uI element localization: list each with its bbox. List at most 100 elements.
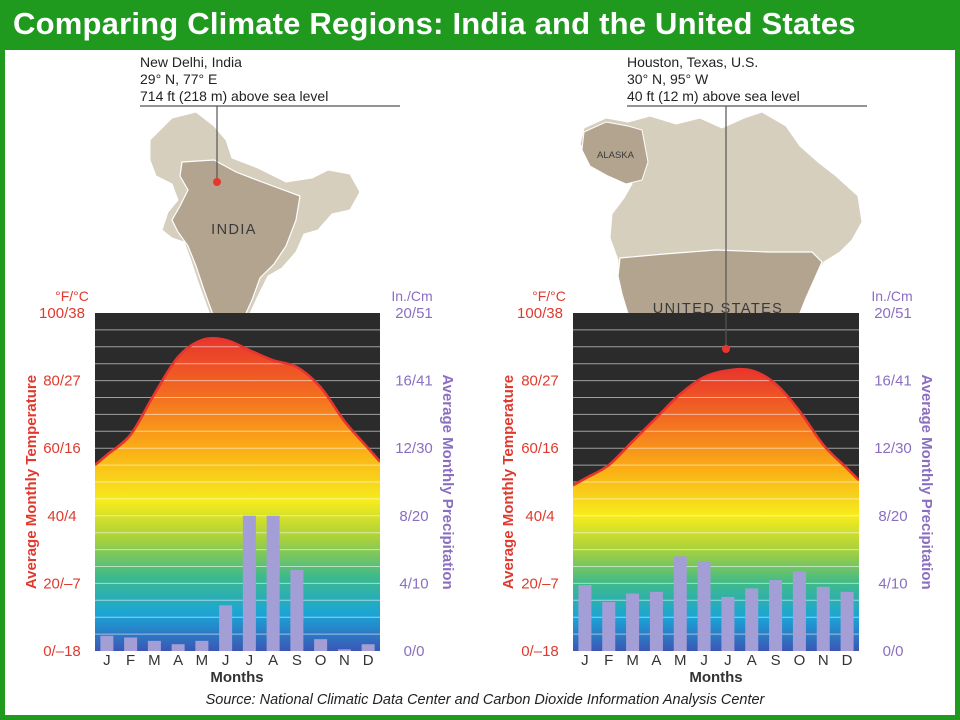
map-label-alaska: ALASKA: [597, 150, 635, 161]
us-month-label: F: [604, 652, 613, 669]
india-precip-bar-3: [147, 640, 161, 651]
us-precip-bar-9: [769, 580, 783, 651]
us-right-tick-label: 8/20: [878, 508, 907, 525]
map-label-united-states: UNITED STATES: [653, 301, 783, 317]
india-month-label: D: [363, 652, 374, 669]
us-precip-bar-3: [626, 593, 640, 651]
us-precipitation-bars: [578, 556, 854, 651]
source-caption: Source: National Climatic Data Center an…: [205, 692, 765, 708]
us-month-label: M: [626, 652, 639, 669]
us-precip-bar-11: [816, 586, 830, 651]
india-right-axis-title: Average Monthly Precipitation: [439, 374, 456, 589]
india-precip-bar-8: [266, 515, 280, 651]
us-location-name: Houston, Texas, U.S.: [627, 54, 758, 70]
us-location-marker: [722, 345, 730, 353]
us-left-tick-label: 80/27: [521, 373, 559, 390]
india-month-label: J: [103, 652, 111, 669]
us-precip-bar-7: [721, 596, 735, 651]
us-temperature-area: [573, 369, 859, 651]
india-left-tick-labels: 0/–18 20/–7 40/4 60/16 80/27 100/38: [39, 305, 85, 660]
india-month-label: M: [196, 652, 209, 669]
india-left-tick-label: 60/16: [43, 440, 81, 457]
india-gridlines: [95, 329, 380, 635]
india-left-tick-label: 80/27: [43, 373, 81, 390]
page-title: Comparing Climate Regions: India and the…: [13, 6, 856, 41]
us-right-tick-label: 16/41: [874, 373, 912, 390]
india-month-label: J: [222, 652, 230, 669]
india-month-label: A: [173, 652, 183, 669]
india-precip-bar-9: [290, 569, 304, 651]
india-right-tick-labels: 0/0 4/10 8/20 12/30 16/41 20/51: [395, 305, 433, 660]
india-left-tick-label: 100/38: [39, 305, 85, 322]
india-left-tick-label: 0/–18: [43, 643, 81, 660]
us-month-label: A: [747, 652, 757, 669]
india-left-tick-label: 40/4: [47, 508, 76, 525]
india-month-label: J: [246, 652, 254, 669]
us-location-callout: Houston, Texas, U.S. 30° N, 95° W 40 ft …: [627, 54, 867, 353]
us-left-axis-title: Average Monthly Temperature: [500, 375, 517, 589]
india-precip-bar-2: [124, 637, 138, 651]
us-left-tick-label: 20/–7: [521, 575, 559, 592]
title-bar: Comparing Climate Regions: India and the…: [5, 0, 960, 50]
us-location-coords: 30° N, 95° W: [627, 71, 709, 87]
us-right-tick-label: 0/0: [883, 643, 904, 660]
us-precip-bar-2: [602, 601, 616, 651]
india-precip-bar-4: [171, 644, 185, 651]
us-x-axis-title: Months: [689, 669, 742, 686]
us-left-axis-unit: °F/°C: [532, 288, 566, 304]
india-location-coords: 29° N, 77° E: [140, 71, 217, 87]
india-temperature-area: [95, 338, 380, 651]
india-right-axis-unit: In./Cm: [391, 288, 432, 304]
india-right-tick-label: 4/10: [399, 575, 428, 592]
us-right-tick-labels: 0/0 4/10 8/20 12/30 16/41 20/51: [874, 305, 912, 660]
us-right-axis-unit: In./Cm: [871, 288, 912, 304]
us-precip-bar-1: [578, 585, 592, 651]
us-month-label: J: [724, 652, 732, 669]
us-precip-bar-12: [840, 591, 854, 651]
us-month-label: J: [700, 652, 708, 669]
india-location-callout: New Delhi, India 29° N, 77° E 714 ft (21…: [140, 54, 400, 186]
us-month-label: M: [674, 652, 687, 669]
us-month-label: O: [794, 652, 806, 669]
india-right-tick-label: 8/20: [399, 508, 428, 525]
india-location-elevation: 714 ft (218 m) above sea level: [140, 88, 328, 104]
india-month-label: F: [126, 652, 135, 669]
india-x-axis-title: Months: [210, 669, 263, 686]
alaska-highlight: [581, 121, 649, 185]
us-precip-bar-8: [745, 588, 759, 651]
us-month-label: A: [651, 652, 661, 669]
us-precip-bar-5: [673, 556, 687, 651]
us-month-label: S: [771, 652, 781, 669]
india-precip-bar-6: [219, 605, 233, 651]
india-month-label: A: [268, 652, 278, 669]
india-right-tick-label: 0/0: [404, 643, 425, 660]
us-precip-bar-10: [792, 571, 806, 651]
india-right-tick-label: 16/41: [395, 373, 433, 390]
us-precip-bar-6: [697, 561, 711, 651]
india-month-label: M: [148, 652, 161, 669]
india-month-label: O: [315, 652, 327, 669]
india-location-name: New Delhi, India: [140, 54, 242, 70]
us-precip-bar-4: [649, 591, 663, 651]
us-month-label: D: [842, 652, 853, 669]
us-month-label: N: [818, 652, 829, 669]
map-label-india: INDIA: [211, 222, 257, 238]
india-left-axis-title: Average Monthly Temperature: [23, 375, 40, 589]
us-left-tick-labels: 0/–18 20/–7 40/4 60/16 80/27 100/38: [517, 305, 563, 660]
india-precip-bar-5: [195, 640, 209, 651]
india-temperature-line: [95, 337, 380, 467]
us-left-tick-label: 100/38: [517, 305, 563, 322]
india-month-label: N: [339, 652, 350, 669]
india-precip-bar-10: [314, 639, 328, 651]
india-right-tick-label: 20/51: [395, 305, 433, 322]
india-location-marker: [213, 178, 221, 186]
us-right-axis-title: Average Monthly Precipitation: [918, 374, 935, 589]
india-precip-bar-1: [100, 635, 114, 651]
us-left-tick-label: 60/16: [521, 440, 559, 457]
us-right-tick-label: 20/51: [874, 305, 912, 322]
us-left-tick-label: 0/–18: [521, 643, 559, 660]
